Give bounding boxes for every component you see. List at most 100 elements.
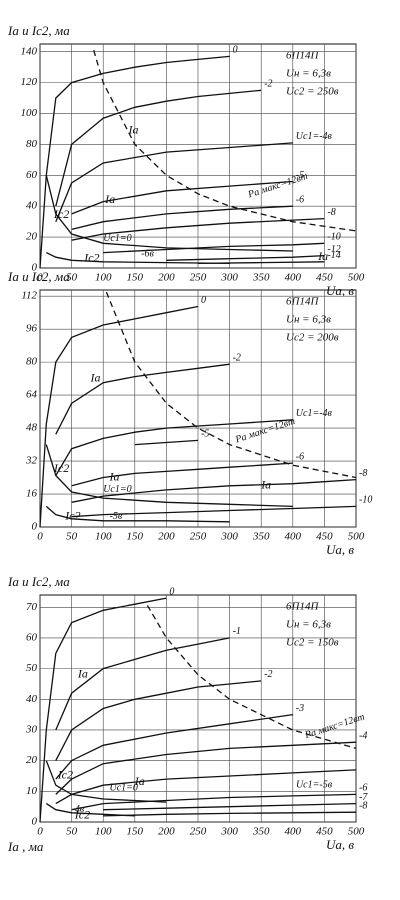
info-text: Uc2 = 200в [286, 332, 339, 344]
info-text: Uc2 = 150в [286, 637, 339, 649]
curve-label: -1 [233, 626, 241, 637]
curve [103, 811, 357, 817]
curve-label: 0 [169, 586, 174, 597]
x-tick-label: 350 [252, 826, 270, 838]
curve-label: -10 [327, 232, 340, 243]
info-text: Uн = 6,3в [286, 314, 331, 326]
curve [55, 419, 293, 476]
x-tick-label: 500 [348, 531, 365, 543]
y-tick-label: 40 [26, 200, 38, 212]
y-tick-label: 80 [26, 138, 38, 150]
curve-label: Pa макс=12вт [233, 416, 296, 446]
curve [93, 50, 357, 232]
curve-label: -7 [359, 792, 368, 803]
annotation: Ia [127, 122, 138, 136]
curve-label: -6в [141, 248, 154, 259]
x-tick-label: 150 [127, 531, 144, 543]
curve [71, 217, 325, 241]
x-tick-label: 50 [66, 826, 78, 838]
annotation: Ia [260, 478, 271, 492]
x-tick-label: 200 [158, 826, 175, 838]
curve [71, 793, 357, 811]
x-tick-label: 300 [220, 826, 238, 838]
x-tick-label: 200 [158, 272, 175, 284]
annotation: Ic2 [83, 250, 99, 264]
curve [55, 637, 230, 731]
y-tick-label: 0 [32, 521, 38, 533]
curve-label: -8 [359, 468, 367, 479]
x-tick-label: 0 [37, 272, 43, 284]
info-text: Uн = 6,3в [286, 619, 331, 631]
info-text: 6П14П [286, 296, 319, 308]
curve-label: 0 [233, 45, 238, 56]
y-tick-label: 0 [32, 262, 38, 274]
y-tick-label: 0 [32, 816, 38, 828]
annotation: Ia [134, 774, 145, 788]
info-text: Uн = 6,3в [286, 68, 331, 80]
annotation: Ia [77, 667, 88, 681]
y-tick-label: 30 [25, 724, 38, 736]
curve-label: Uc1=-4в [296, 131, 333, 142]
x-tick-label: 450 [316, 826, 333, 838]
info-text: 6П14П [286, 601, 319, 613]
x-tick-label: 0 [37, 826, 43, 838]
annotation: Ic2 [64, 508, 80, 522]
info-text: 6П14П [286, 50, 319, 62]
y-tick-label: 40 [26, 693, 38, 705]
y-tick-label: 20 [26, 754, 38, 766]
y-axis-title: Ia и Ic2, ма [7, 574, 70, 589]
curve [55, 741, 357, 795]
curve [105, 291, 357, 479]
y-tick-label: 96 [26, 323, 38, 335]
annotation: Ia [104, 192, 115, 206]
curve [71, 205, 293, 231]
x-tick-label: 100 [95, 531, 112, 543]
curve [45, 444, 293, 508]
y-tick-label: 64 [26, 389, 38, 401]
x-tick-label: 300 [220, 272, 238, 284]
x-tick-label: 150 [127, 272, 144, 284]
curve-label: -4 [359, 731, 367, 742]
curve-label: Uc1=-4в [296, 408, 333, 419]
annotation: Ia [90, 370, 101, 384]
x-tick-label: 400 [285, 826, 302, 838]
x-tick-label: 50 [66, 531, 78, 543]
x-tick-label: 250 [190, 531, 207, 543]
curve [55, 363, 230, 435]
annotation: Ic2 [53, 461, 69, 475]
y-tick-label: 140 [21, 45, 38, 57]
curve [166, 254, 325, 261]
y-tick-label: 20 [26, 231, 38, 243]
annotation: Ia [109, 469, 120, 483]
curve [46, 252, 230, 265]
curve-label: -6 [296, 451, 304, 462]
curve-label: Uc1=0 [110, 783, 138, 794]
annotation: Ic2 [53, 207, 69, 221]
curve [45, 175, 293, 252]
curve-label: -3 [296, 703, 304, 714]
x-tick-label: 500 [348, 826, 365, 838]
y-tick-label: 50 [26, 662, 38, 674]
curve-label: -10 [359, 495, 372, 506]
curve [55, 713, 293, 780]
y-tick-label: 80 [26, 356, 38, 368]
curve [103, 242, 325, 254]
x-tick-label: 150 [127, 826, 144, 838]
y-axis-title: Ia и Ic2, ма [7, 23, 70, 38]
curve [55, 142, 293, 222]
y-tick-label: 10 [26, 785, 38, 797]
curve-label: -5 [201, 429, 209, 440]
curve [39, 55, 230, 269]
curve-label: -5 [296, 170, 304, 181]
curve-label: -12 [327, 244, 340, 255]
curve [71, 505, 357, 518]
x-tick-label: 50 [66, 272, 78, 284]
curve-label: Uc1=-5в [296, 779, 333, 790]
x-tick-label: 100 [95, 272, 112, 284]
y-tick-label: 32 [25, 455, 38, 467]
curve-label: Uc1=0 [103, 484, 131, 495]
x-axis-title: Ua, в [326, 837, 354, 852]
x-tick-label: 0 [37, 531, 43, 543]
y-tick-label: 48 [26, 422, 38, 434]
